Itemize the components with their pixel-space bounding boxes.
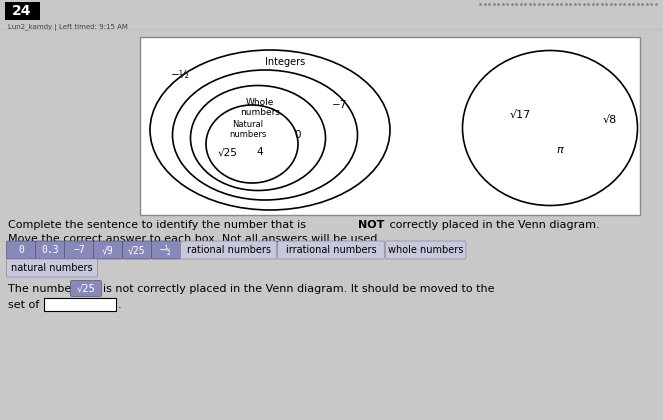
FancyBboxPatch shape (180, 241, 276, 259)
Text: set of: set of (8, 300, 39, 310)
FancyBboxPatch shape (70, 281, 101, 297)
Text: is not correctly placed in the Venn diagram. It should be moved to the: is not correctly placed in the Venn diag… (103, 284, 495, 294)
Text: −7: −7 (73, 245, 85, 255)
FancyBboxPatch shape (7, 259, 97, 277)
Ellipse shape (206, 105, 298, 183)
Text: √8: √8 (603, 115, 617, 125)
Text: 0.3: 0.3 (41, 245, 59, 255)
FancyBboxPatch shape (123, 241, 152, 259)
Text: −7: −7 (332, 100, 347, 110)
FancyBboxPatch shape (7, 241, 36, 259)
Ellipse shape (172, 70, 357, 200)
Text: natural numbers: natural numbers (11, 263, 93, 273)
FancyBboxPatch shape (385, 241, 466, 259)
Text: √25: √25 (77, 284, 95, 294)
FancyBboxPatch shape (64, 241, 93, 259)
Ellipse shape (463, 50, 638, 205)
Text: correctly placed in the Venn diagram.: correctly placed in the Venn diagram. (386, 220, 599, 230)
Text: −½: −½ (170, 70, 190, 80)
Text: Complete the sentence to identify the number that is: Complete the sentence to identify the nu… (8, 220, 310, 230)
Text: 0: 0 (18, 245, 24, 255)
Text: irrational numbers: irrational numbers (286, 245, 377, 255)
Text: Natural
numbers: Natural numbers (229, 120, 267, 139)
FancyBboxPatch shape (36, 241, 64, 259)
Text: Move the correct answer to each box. Not all answers will be used.: Move the correct answer to each box. Not… (8, 234, 381, 244)
Text: rational numbers: rational numbers (186, 245, 271, 255)
Text: 0: 0 (295, 130, 301, 140)
Text: 24: 24 (12, 4, 32, 18)
Text: √9: √9 (102, 245, 114, 255)
Text: Integers: Integers (265, 57, 305, 67)
Text: Whole
numbers: Whole numbers (240, 98, 280, 118)
Text: √25: √25 (218, 147, 238, 157)
FancyBboxPatch shape (152, 241, 180, 259)
Bar (140, 37, 640, 215)
Text: √25: √25 (128, 245, 146, 255)
Text: whole numbers: whole numbers (388, 245, 463, 255)
Text: √17: √17 (509, 110, 530, 120)
Text: −½: −½ (160, 245, 172, 255)
Ellipse shape (190, 86, 326, 191)
Bar (44, 298, 116, 311)
Text: π: π (557, 145, 564, 155)
Bar (5, 2, 40, 20)
Text: NOT: NOT (358, 220, 385, 230)
Text: 4: 4 (257, 147, 263, 157)
Text: .: . (118, 300, 121, 310)
Ellipse shape (150, 50, 390, 210)
FancyBboxPatch shape (93, 241, 123, 259)
Text: The number: The number (8, 284, 76, 294)
Text: Lun2_kamdy | Left timed: 9:15 AM: Lun2_kamdy | Left timed: 9:15 AM (8, 24, 128, 31)
FancyBboxPatch shape (278, 241, 385, 259)
